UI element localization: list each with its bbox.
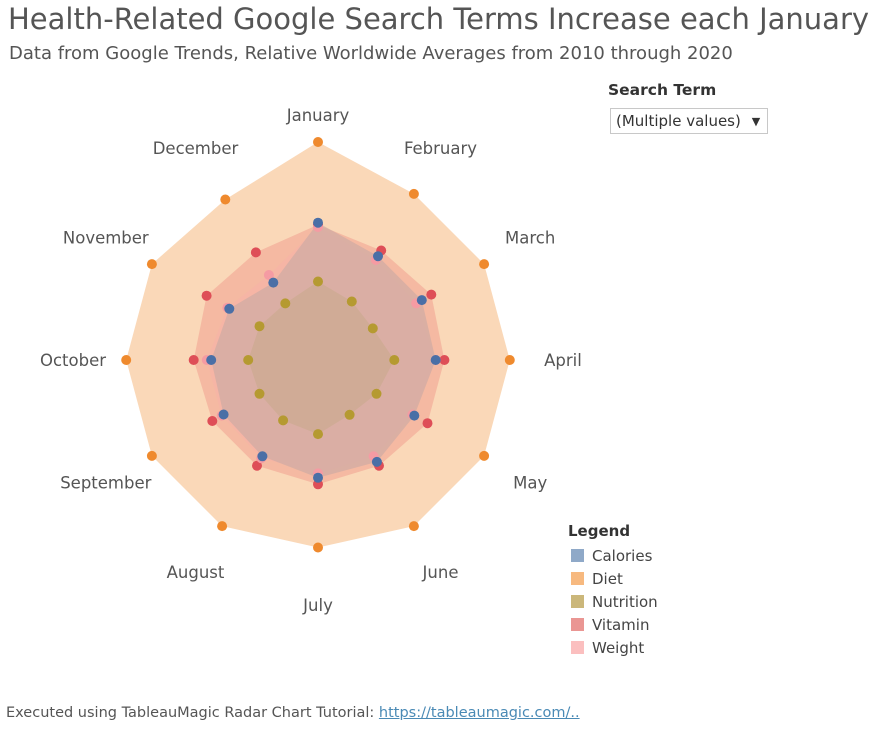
legend-label: Calories [592,546,653,565]
chart-subtitle: Data from Google Trends, Relative Worldw… [9,43,733,64]
month-label-september: September [60,474,151,493]
legend-swatch [571,618,584,631]
data-point-diet-june[interactable] [408,521,419,532]
data-point-vitamin-august[interactable] [252,460,262,471]
search-term-filter-label: Search Term [608,81,717,99]
dropdown-arrow-icon: ▼ [751,114,761,128]
data-point-diet-may[interactable] [479,450,490,461]
legend-item-vitamin[interactable]: Vitamin [568,613,658,636]
data-point-diet-september[interactable] [146,450,157,461]
data-point-nutrition-march[interactable] [367,323,378,334]
data-point-nutrition-october[interactable] [243,355,254,365]
data-point-diet-july[interactable] [313,542,323,553]
data-point-calories-august[interactable] [257,451,268,462]
data-point-calories-january[interactable] [313,217,323,228]
data-point-vitamin-october[interactable] [188,355,199,365]
data-point-calories-july[interactable] [313,472,323,483]
month-label-february: February [404,139,477,158]
data-point-vitamin-may[interactable] [422,418,433,429]
legend-item-calories[interactable]: Calories [568,544,658,567]
data-point-calories-december[interactable] [268,277,279,288]
legend-label: Nutrition [592,592,658,611]
data-point-nutrition-august[interactable] [278,415,289,426]
data-point-vitamin-november[interactable] [201,290,212,301]
data-point-calories-march[interactable] [416,295,427,306]
data-point-diet-december[interactable] [220,194,231,205]
data-point-nutrition-june[interactable] [344,409,355,420]
data-point-calories-november[interactable] [224,303,235,314]
data-point-nutrition-february[interactable] [346,296,357,307]
data-point-nutrition-september[interactable] [254,388,265,399]
data-point-diet-october[interactable] [121,355,132,365]
data-point-nutrition-november[interactable] [254,321,265,332]
data-point-vitamin-december[interactable] [250,247,261,258]
data-point-vitamin-september[interactable] [207,416,218,426]
data-point-diet-april[interactable] [504,355,515,365]
data-point-diet-february[interactable] [408,188,419,199]
data-point-nutrition-april[interactable] [389,355,400,365]
data-point-calories-october[interactable] [206,355,217,365]
legend-item-diet[interactable]: Diet [568,567,658,590]
data-point-calories-february[interactable] [373,251,383,262]
month-label-october: October [40,351,106,370]
legend-swatch [571,641,584,654]
data-point-nutrition-july[interactable] [313,429,323,440]
month-label-april: April [544,351,582,370]
data-point-calories-september[interactable] [218,409,229,420]
month-label-december: December [153,139,239,158]
data-point-nutrition-january[interactable] [313,276,323,287]
month-label-may: May [513,474,547,493]
data-point-nutrition-december[interactable] [280,298,291,309]
footer-note: Executed using TableauMagic Radar Chart … [6,705,580,721]
month-label-july: July [302,596,333,615]
footer-text: Executed using TableauMagic Radar Chart … [6,705,379,721]
data-point-nutrition-may[interactable] [371,388,382,399]
month-label-august: August [167,563,225,582]
legend-label: Vitamin [592,615,650,634]
tutorial-link[interactable]: https://tableaumagic.com/.. [378,705,580,721]
legend: Legend Calories Diet Nutrition Vitamin W… [568,522,658,659]
legend-swatch [571,572,584,585]
month-label-january: January [286,106,350,125]
month-label-march: March [505,229,555,248]
data-point-calories-may[interactable] [409,410,420,421]
series-area-nutrition [248,281,395,435]
data-point-diet-august[interactable] [217,521,228,532]
data-point-diet-november[interactable] [146,259,157,270]
data-point-diet-january[interactable] [313,137,323,147]
search-term-dropdown[interactable]: (Multiple values) ▼ [610,108,768,134]
legend-swatch [571,549,584,562]
data-point-calories-april[interactable] [430,355,441,365]
legend-item-nutrition[interactable]: Nutrition [568,590,658,613]
search-term-selected-value: (Multiple values) [616,112,741,130]
month-label-june: June [422,563,459,582]
data-point-vitamin-march[interactable] [426,289,437,300]
month-label-november: November [63,229,149,248]
data-point-diet-march[interactable] [479,259,490,270]
data-point-weight-december[interactable] [263,270,274,280]
data-point-vitamin-april[interactable] [439,355,450,365]
legend-label: Weight [592,638,645,657]
legend-label: Diet [592,569,623,588]
data-point-calories-june[interactable] [371,456,382,467]
legend-item-weight[interactable]: Weight [568,636,658,659]
chart-title: Health-Related Google Search Terms Incre… [8,2,870,36]
legend-title: Legend [568,522,631,540]
legend-swatch [571,595,584,608]
